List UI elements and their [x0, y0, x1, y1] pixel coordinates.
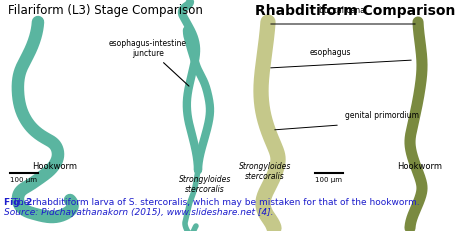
Text: Filariform (L3) Stage Comparison: Filariform (L3) Stage Comparison [8, 4, 202, 17]
Text: Rhabditiform Comparison: Rhabditiform Comparison [255, 4, 455, 18]
Text: Strongyloides
stercoralis: Strongyloides stercoralis [179, 175, 231, 195]
Text: Fig. 2: Fig. 2 [4, 198, 32, 207]
Text: esophagus: esophagus [309, 48, 351, 57]
Text: Hookworm: Hookworm [398, 162, 443, 171]
Text: 100 μm: 100 μm [10, 177, 37, 183]
Text: genital primordium: genital primordium [345, 111, 419, 120]
Text: The rhabditiform larva of S. stercoralis, which may be mistaken for that of the : The rhabditiform larva of S. stercoralis… [4, 198, 419, 207]
Text: buccal canal: buccal canal [319, 6, 367, 15]
Text: Strongyloides
stercoralis: Strongyloides stercoralis [239, 162, 291, 181]
Text: Hookworm: Hookworm [33, 162, 78, 171]
Text: 100 μm: 100 μm [315, 177, 342, 183]
Text: esophagus-intestine
juncture: esophagus-intestine juncture [109, 39, 189, 86]
Text: Source: Pidchayathanakorn (2015), www.slideshare.net [4].: Source: Pidchayathanakorn (2015), www.sl… [4, 208, 273, 217]
